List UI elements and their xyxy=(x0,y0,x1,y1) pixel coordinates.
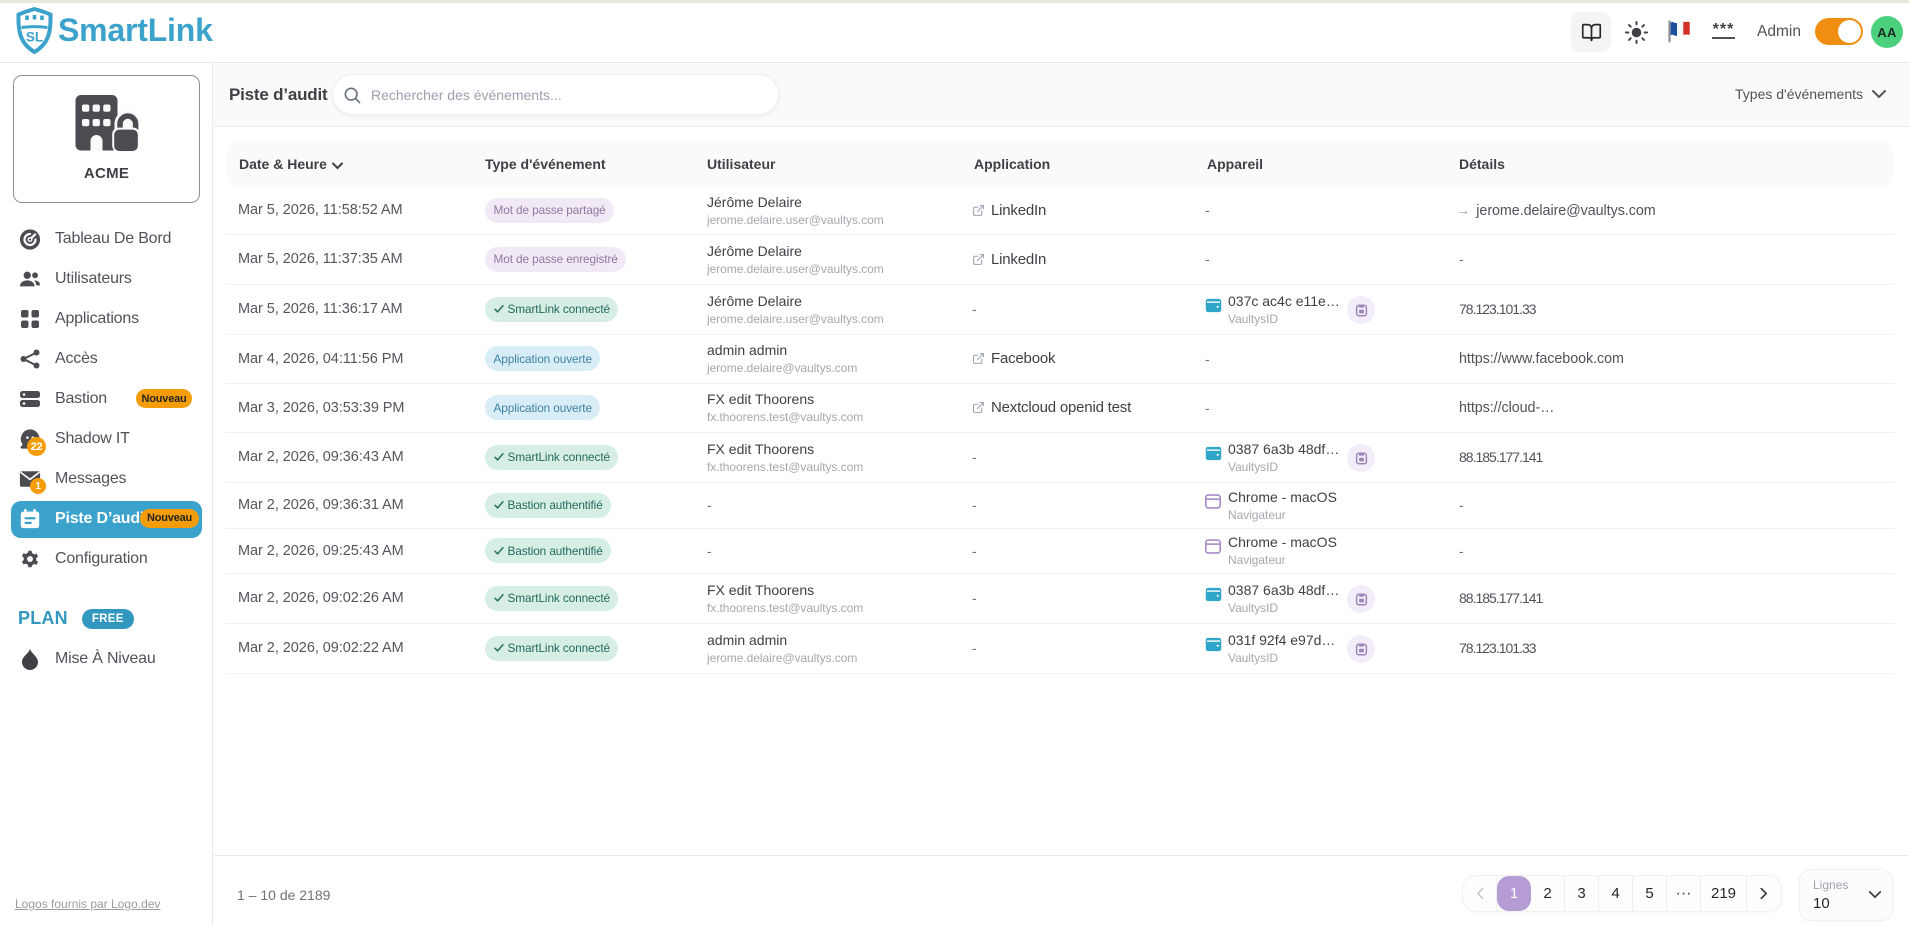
svg-text:SL: SL xyxy=(26,30,43,45)
